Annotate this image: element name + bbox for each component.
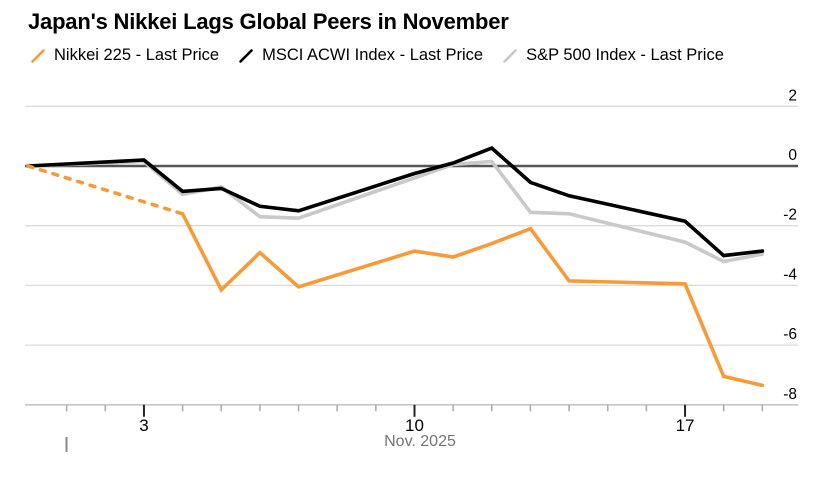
x-tick-label: 17	[676, 416, 695, 435]
y-tick-label: -2	[783, 207, 797, 224]
legend-item-label: Nikkei 225 - Last Price	[54, 46, 220, 64]
chart-title: Japan's Nikkei Lags Global Peers in Nove…	[28, 9, 509, 34]
plot-area[interactable]: 2 0 -2 -4 -6 -8 3 10 17 Nov. 2025	[0, 78, 824, 477]
series-line-nikkei	[26, 159, 765, 264]
legend-swatch-line	[239, 48, 253, 63]
legend-item-label: S&P 500 Index - Last Price	[526, 46, 724, 64]
chart-legend: Nikkei 225 - Last Price MSCI ACWI Index …	[30, 46, 724, 65]
legend-item-nikkei: Nikkei 225 - Last Price	[30, 46, 219, 65]
legend-slash-icon	[31, 48, 45, 63]
legend-slash-icon	[503, 48, 517, 63]
y-tick-label: -8	[783, 386, 797, 403]
y-tick-label: 0	[788, 147, 797, 164]
legend-item-label: MSCI ACWI Index - Last Price	[262, 46, 484, 64]
series-line-sp500	[180, 212, 765, 388]
legend-slash-icon	[239, 48, 253, 63]
x-tick-label: 10	[405, 416, 424, 435]
series-line-msci-acwi	[26, 146, 765, 258]
x-tick-label: 3	[139, 416, 148, 435]
legend-item-msci-acwi: MSCI ACWI Index - Last Price	[238, 46, 483, 65]
legend-swatch-line	[31, 48, 45, 63]
legend-swatch-line	[503, 48, 517, 63]
legend-item-sp500: S&P 500 Index - Last Price	[502, 46, 724, 65]
series-line-sp500-dashed-lead	[26, 164, 185, 216]
y-tick-label: -6	[783, 326, 797, 343]
y-tick-label: -4	[783, 266, 797, 283]
x-axis-month-label: Nov. 2025	[384, 433, 456, 450]
y-tick-label: 2	[788, 87, 797, 104]
